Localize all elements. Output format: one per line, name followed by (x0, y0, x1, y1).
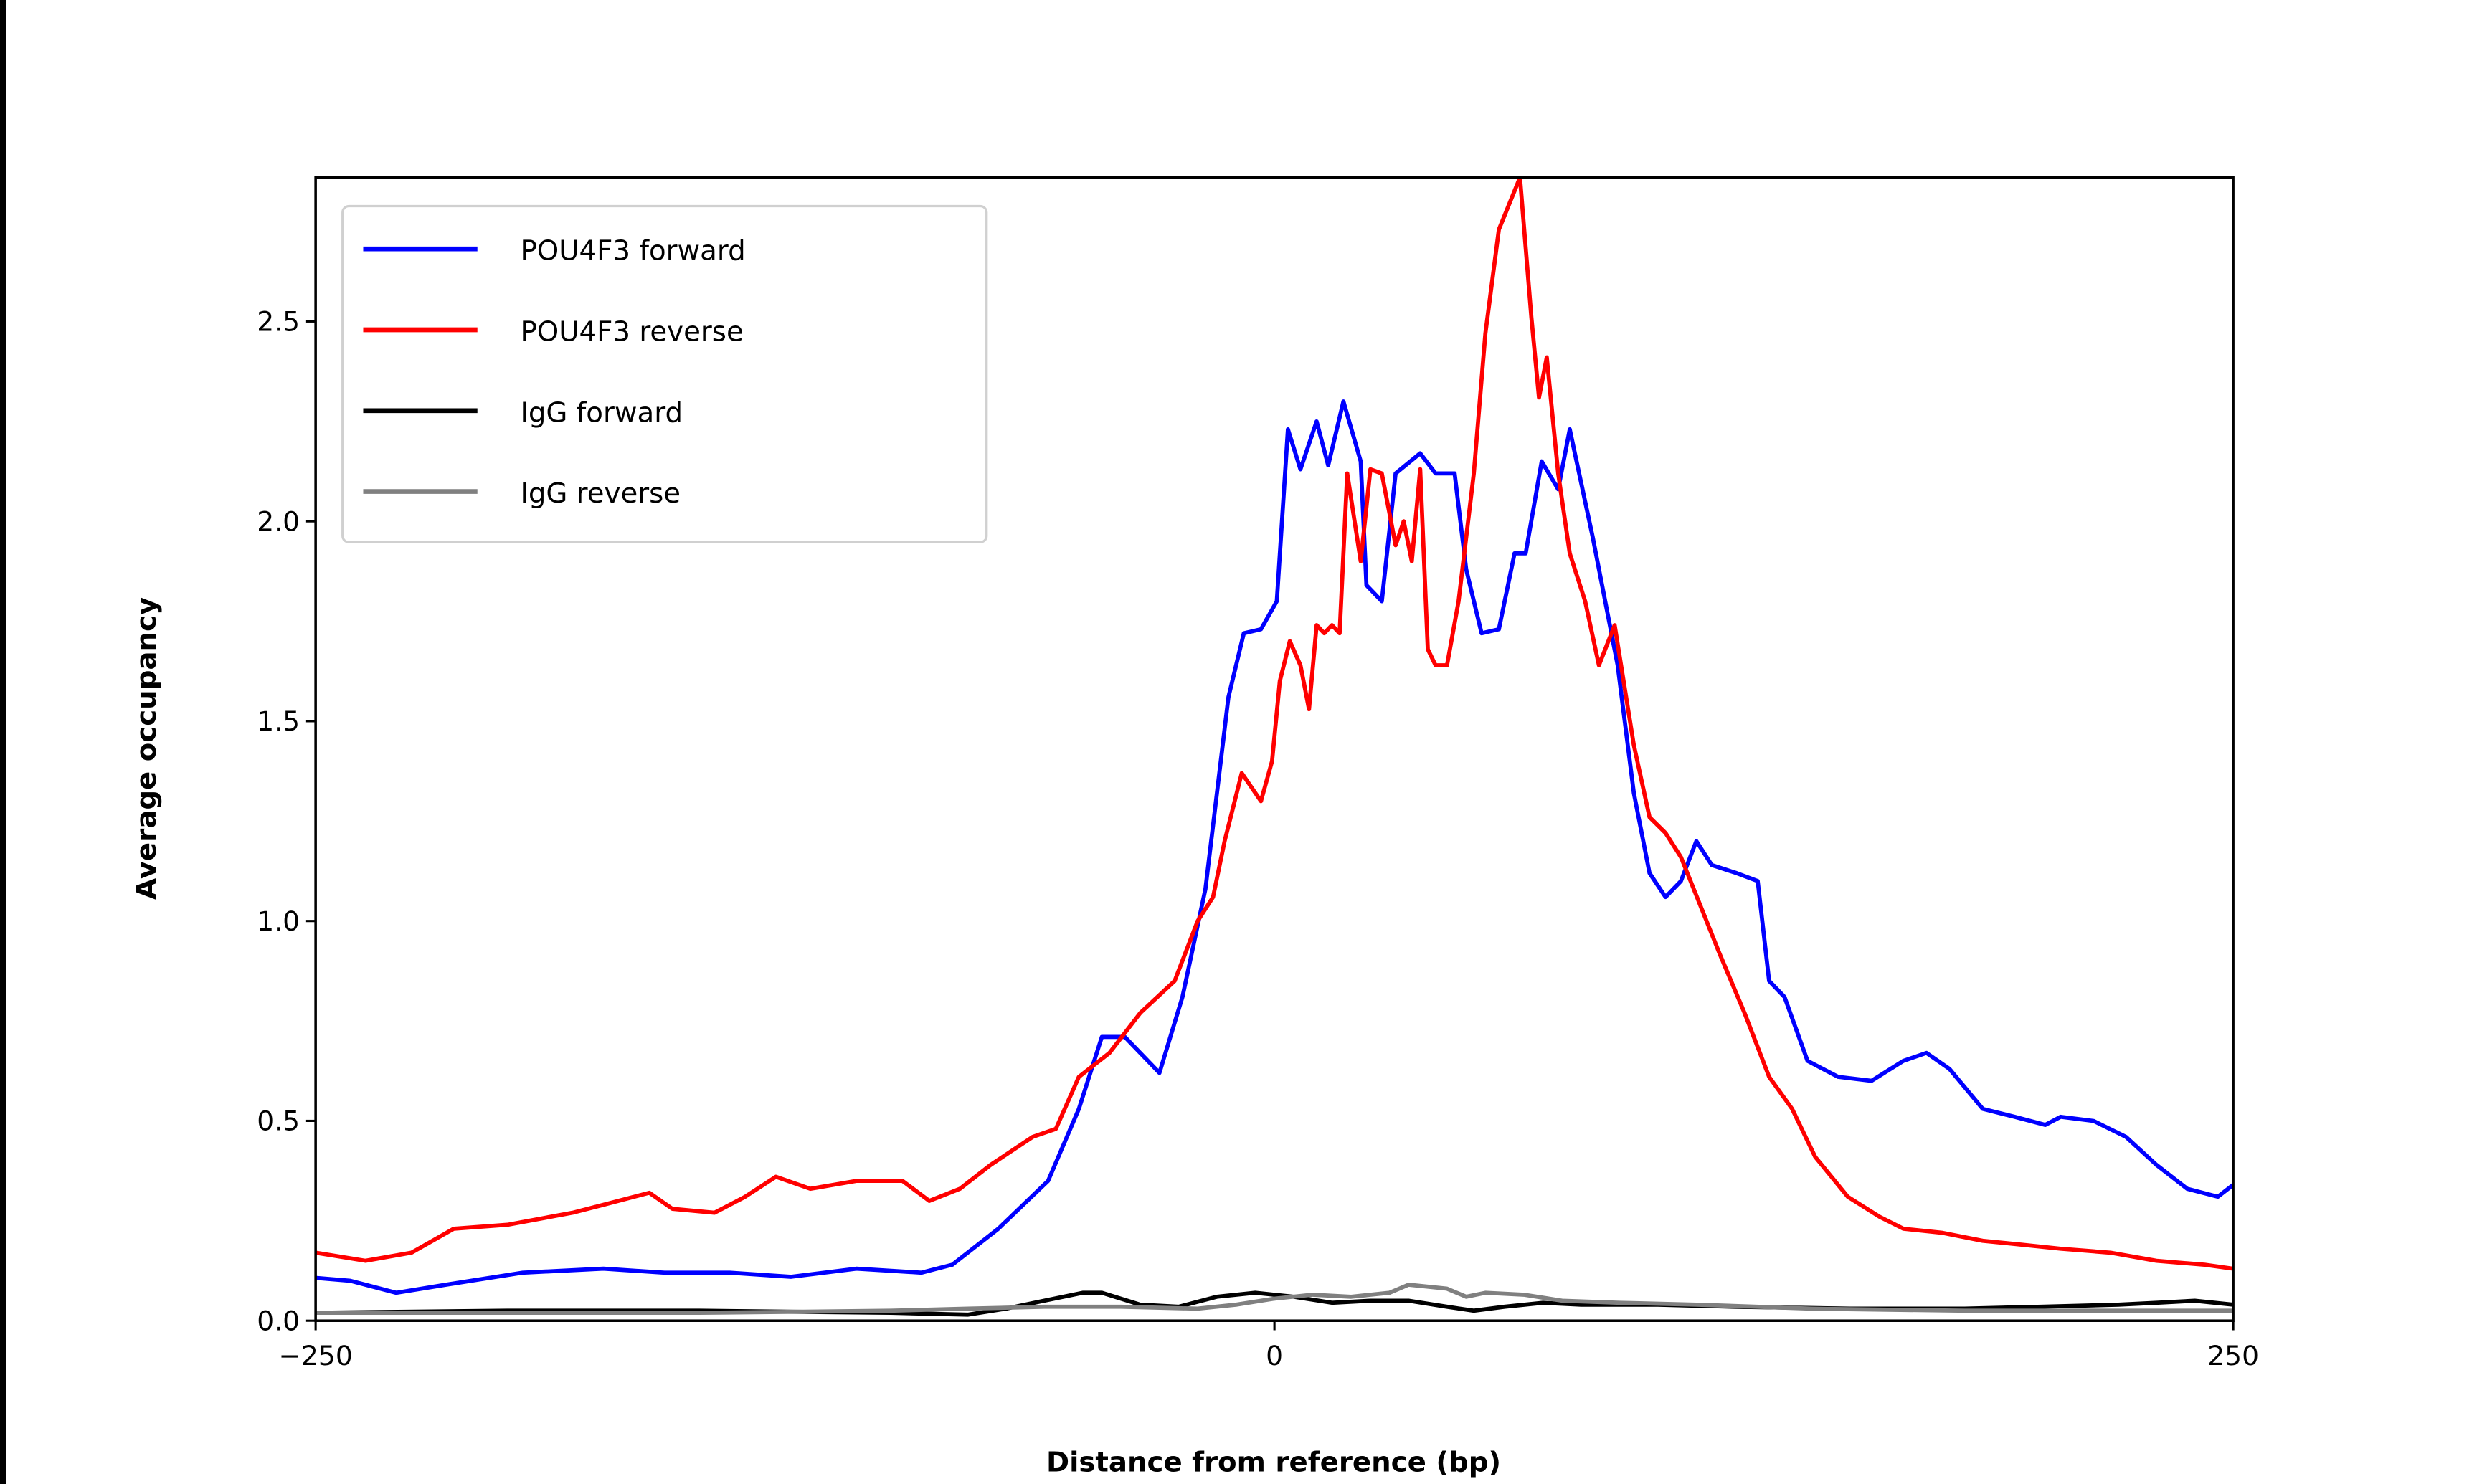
y-tick-label: 0.5 (257, 1105, 300, 1137)
y-axis: 0.0 0.5 1.0 1.5 2.0 2.5 (257, 306, 316, 1336)
y-tick-label: 1.5 (257, 705, 300, 737)
x-tick-label: −250 (279, 1340, 353, 1371)
legend-label-igg-reverse: IgG reverse (520, 477, 681, 510)
series-line-pou4f3-reverse (316, 177, 2234, 1271)
y-tick-label: 2.5 (257, 306, 300, 338)
legend-label-pou4f3-reverse: POU4F3 reverse (520, 315, 743, 348)
y-tick-label: 0.0 (257, 1305, 300, 1336)
x-tick-label: 0 (1266, 1340, 1283, 1371)
series-line-igg-reverse (316, 1283, 2234, 1316)
y-tick-label: 2.0 (257, 505, 300, 537)
legend-label-pou4f3-forward: POU4F3 forward (520, 235, 745, 267)
plot-lines (316, 177, 2234, 1317)
legend-box (341, 204, 988, 544)
series-line-pou4f3-forward (316, 399, 2234, 1295)
y-tick-label: 1.0 (257, 905, 300, 937)
legend: POU4F3 forward POU4F3 reverse IgG forward I… (341, 204, 988, 544)
x-tick-label: 250 (2207, 1340, 2259, 1371)
legend-label-igg-forward: IgG forward (520, 396, 683, 429)
x-axis-label: Distance from reference (bp) (1046, 1446, 1501, 1478)
left-edge-border (0, 0, 6, 1484)
y-axis-label: Average occupancy (131, 597, 163, 900)
x-axis: −250 0 250 (279, 1321, 2259, 1371)
